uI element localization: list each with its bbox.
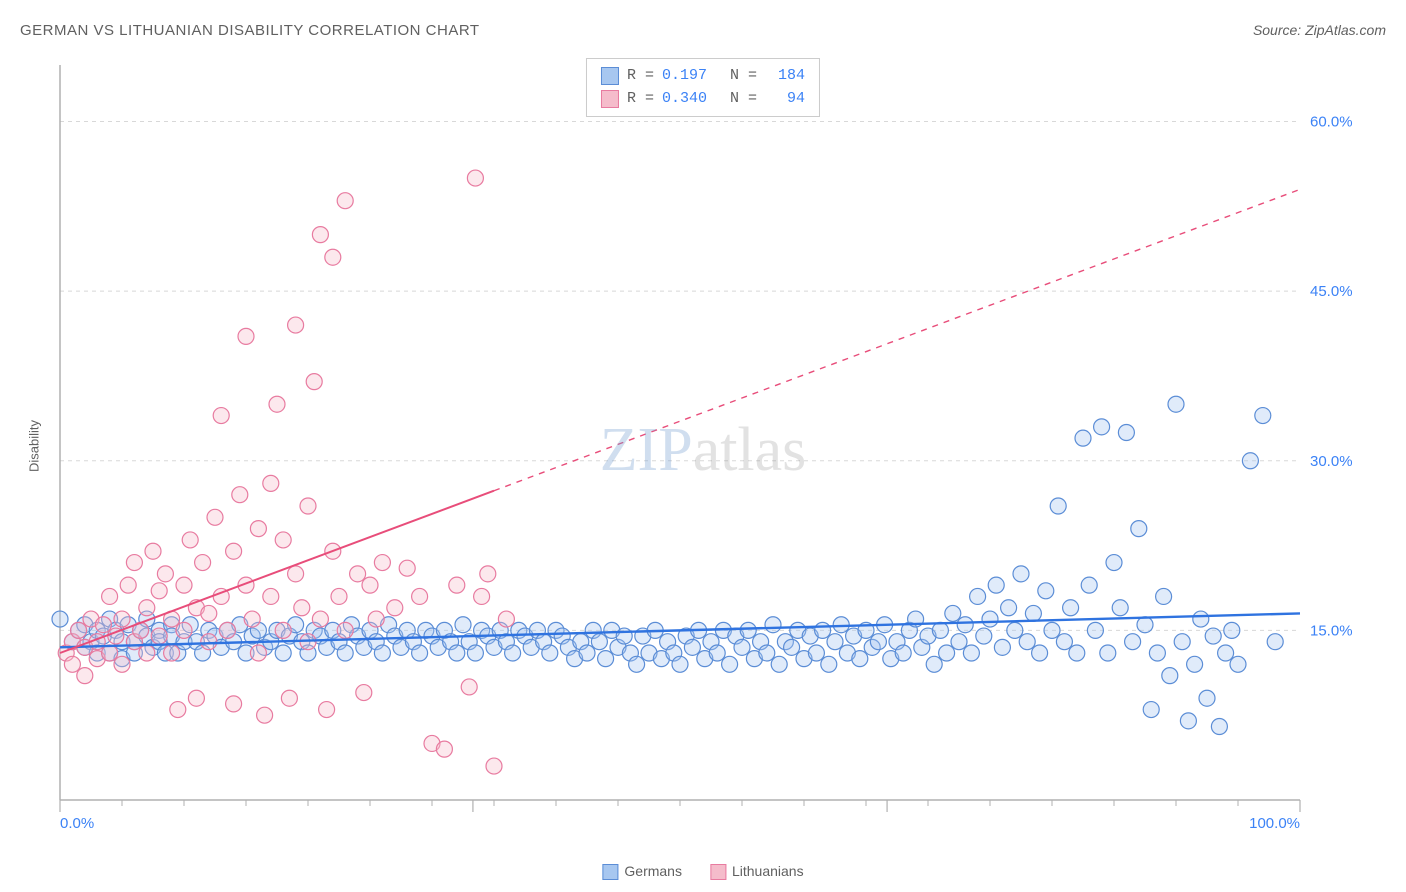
stat-n-label: N =	[730, 88, 757, 111]
svg-text:0.0%: 0.0%	[60, 815, 94, 832]
svg-text:30.0%: 30.0%	[1310, 453, 1353, 470]
stats-swatch	[601, 67, 619, 85]
source-label: Source: ZipAtlas.com	[1253, 22, 1386, 38]
series-legend: Germans Lithuanians	[602, 863, 803, 880]
legend-item: Lithuanians	[710, 863, 804, 880]
legend-label: Lithuanians	[732, 863, 804, 879]
stat-n-value: 184	[765, 65, 805, 88]
stat-r-value: 0.197	[662, 65, 722, 88]
svg-text:100.0%: 100.0%	[1249, 815, 1300, 832]
chart-title: GERMAN VS LITHUANIAN DISABILITY CORRELAT…	[20, 22, 480, 39]
stat-r-value: 0.340	[662, 88, 722, 111]
stats-legend: R = 0.197 N = 184 R = 0.340 N = 94	[586, 58, 820, 117]
stats-row: R = 0.197 N = 184	[601, 65, 805, 88]
stat-n-value: 94	[765, 88, 805, 111]
scatter-chart: 15.0% 30.0% 45.0% 60.0% 0.0% 100.0%	[50, 55, 1370, 835]
legend-label: Germans	[624, 863, 682, 879]
legend-swatch	[602, 864, 618, 880]
stats-row: R = 0.340 N = 94	[601, 88, 805, 111]
legend-swatch	[710, 864, 726, 880]
stat-r-label: R =	[627, 65, 654, 88]
svg-text:15.0%: 15.0%	[1310, 622, 1353, 639]
y-axis-label: Disability	[27, 420, 42, 472]
legend-item: Germans	[602, 863, 682, 880]
svg-text:45.0%: 45.0%	[1310, 283, 1353, 300]
stat-r-label: R =	[627, 88, 654, 111]
stats-swatch	[601, 90, 619, 108]
svg-text:60.0%: 60.0%	[1310, 114, 1353, 131]
stat-n-label: N =	[730, 65, 757, 88]
plot-area: 15.0% 30.0% 45.0% 60.0% 0.0% 100.0%	[50, 55, 1370, 835]
